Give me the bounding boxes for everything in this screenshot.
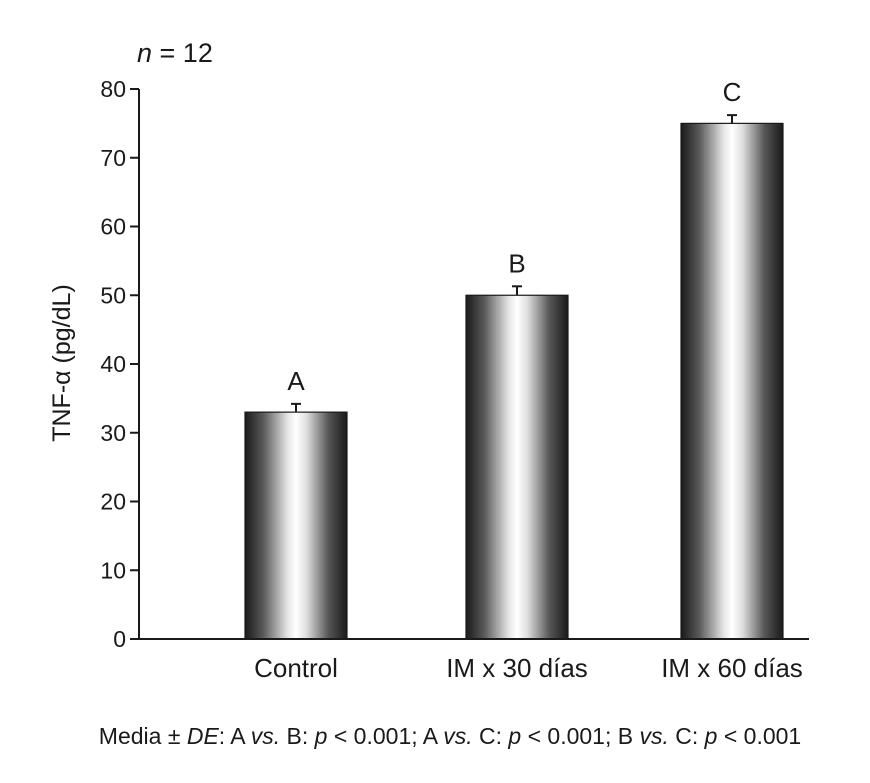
- y-tick-label-1: 10: [100, 557, 126, 583]
- footnote-segment-4: B:: [280, 723, 315, 749]
- footnote-segment-2: : A: [219, 723, 251, 749]
- group-letter-0: A: [287, 366, 305, 396]
- y-tick-label-2: 20: [100, 489, 126, 515]
- bar-1: [465, 294, 569, 640]
- y-axis-ticks: 0 10 20 30 40 50 60 70 80: [100, 76, 139, 652]
- footnote-segment-5: p: [314, 723, 328, 749]
- footnote-segment-14: < 0.001: [717, 723, 801, 749]
- footnote-segment-12: C:: [669, 723, 705, 749]
- group-letters: A B C: [287, 77, 741, 396]
- y-tick-label-4: 40: [100, 351, 126, 377]
- category-labels: Control IM x 30 días IM x 60 días: [254, 653, 803, 683]
- group-letter-1: B: [508, 248, 525, 278]
- y-tick-label-8: 80: [100, 76, 126, 102]
- footnote: Media ± DE: A vs. B: p < 0.001; A vs. C:…: [99, 723, 801, 749]
- sample-size-value: = 12: [152, 38, 213, 68]
- bar-0: [244, 411, 348, 640]
- y-axis-label: TNF-α (pg/dL): [48, 284, 76, 442]
- bars: [244, 122, 784, 640]
- footnote-segment-13: p: [704, 723, 718, 749]
- footnote-segment-3: vs.: [251, 723, 280, 749]
- bar-2: [680, 122, 784, 640]
- error-bars: [291, 114, 737, 413]
- category-label-0: Control: [254, 653, 338, 683]
- category-label-2: IM x 60 días: [661, 653, 803, 683]
- footnote-segment-1: DE: [187, 723, 220, 749]
- footnote-segment-10: < 0.001; B: [521, 723, 639, 749]
- sample-size-label: n = 12: [137, 38, 213, 68]
- sample-size-n: n: [137, 38, 152, 68]
- footnote-segment-11: vs.: [639, 723, 668, 749]
- error-bar-1: [512, 285, 522, 296]
- footnote-segment-8: C:: [473, 723, 509, 749]
- y-tick-label-0: 0: [113, 626, 126, 652]
- y-tick-label-3: 30: [100, 420, 126, 446]
- footnote-segment-9: p: [507, 723, 521, 749]
- category-label-1: IM x 30 días: [446, 653, 588, 683]
- error-bar-0: [291, 402, 301, 413]
- group-letter-2: C: [723, 77, 742, 107]
- y-tick-label-6: 60: [100, 214, 126, 240]
- y-tick-label-7: 70: [100, 145, 126, 171]
- footnote-segment-0: Media ±: [99, 723, 187, 749]
- footnote-segment-6: < 0.001; A: [327, 723, 443, 749]
- y-tick-label-5: 50: [100, 282, 126, 308]
- footnote-segment-7: vs.: [443, 723, 472, 749]
- error-bar-2: [727, 114, 737, 124]
